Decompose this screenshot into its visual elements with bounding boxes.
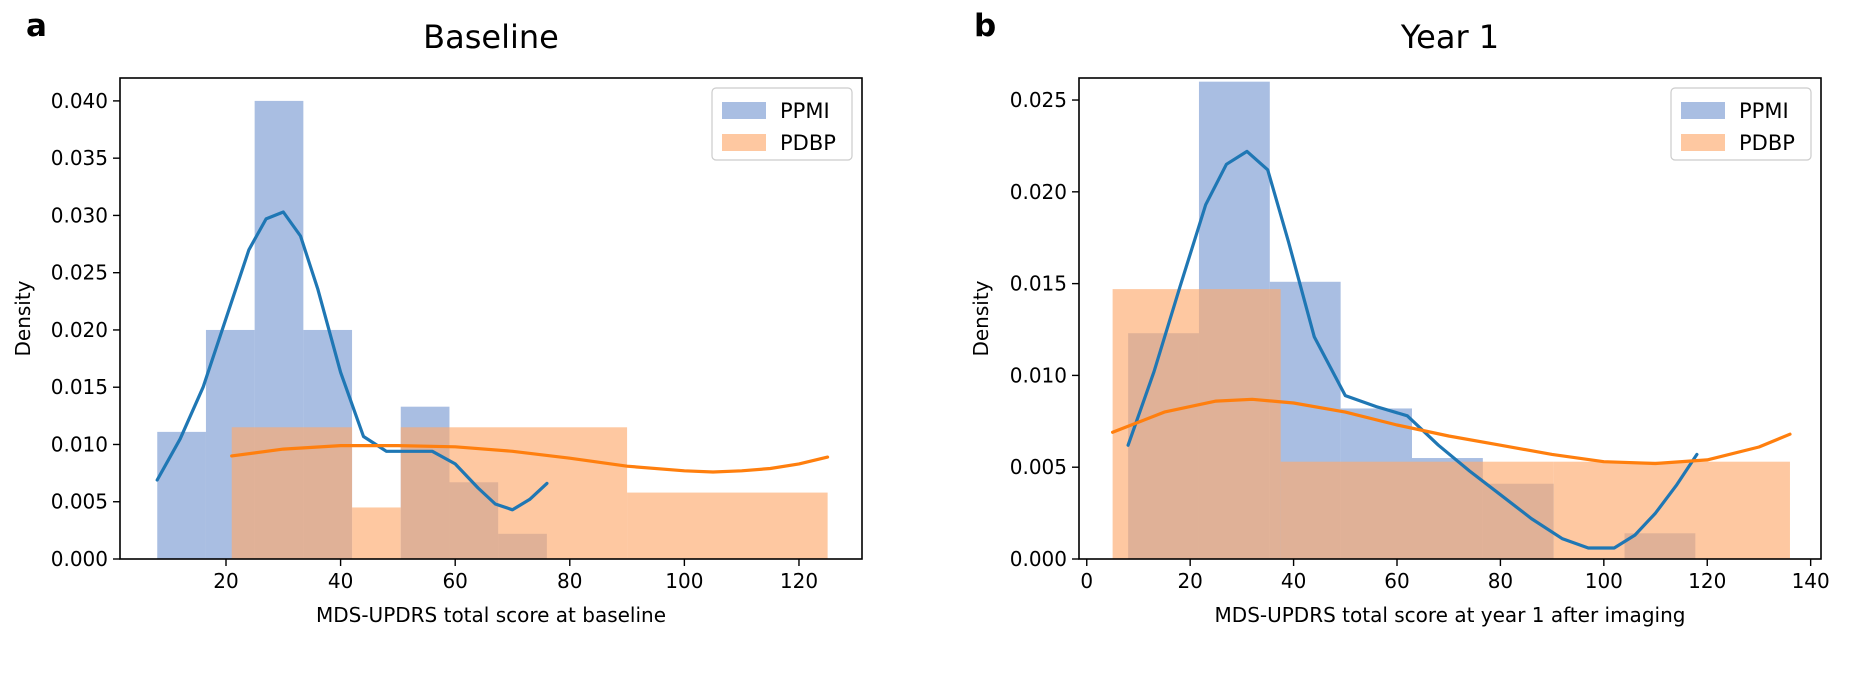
legend-swatch-ppmi [722, 102, 766, 119]
plot-frame [119, 77, 863, 560]
legend-label-ppmi: PPMI [780, 99, 830, 123]
chart-title: Baseline [423, 18, 559, 56]
x-tick-label: 100 [1585, 569, 1623, 593]
y-tick-label: 0.015 [51, 375, 108, 399]
x-tick-label: 20 [1177, 569, 1202, 593]
x-tick-label: 20 [213, 569, 238, 593]
x-tick-label: 80 [1488, 569, 1513, 593]
y-tick-label: 0.010 [51, 432, 108, 456]
x-tick-label: 100 [665, 569, 703, 593]
panel-letter: b [974, 8, 996, 44]
y-axis-label: Density [969, 280, 993, 356]
panel-b-year1: b Year 1 0 20 40 60 80 100 120 140 0.000 0.005 0.010… [969, 8, 1830, 627]
series-pdbp-bars [231, 427, 828, 559]
x-tick-label: 40 [328, 569, 353, 593]
x-axis-label: MDS-UPDRS total score at baseline [316, 603, 666, 627]
y-tick-label: 0.015 [1010, 272, 1067, 296]
bar-pdbp-1 [1280, 461, 1554, 559]
x-tick-label: 60 [442, 569, 467, 593]
x-axis-label: MDS-UPDRS total score at year 1 after im… [1215, 603, 1686, 627]
kde-line-pdbp [230, 444, 830, 474]
chart-title: Year 1 [1400, 18, 1499, 56]
y-tick-label: 0.030 [51, 203, 108, 227]
bar-pdbp-1 [352, 507, 401, 559]
y-tick-label: 0.035 [51, 146, 108, 170]
legend-label-ppmi: PPMI [1739, 99, 1789, 123]
series-pdbp-bars [1112, 289, 1790, 559]
x-tick-label: 60 [1384, 569, 1409, 593]
y-tick-label: 0.040 [51, 89, 108, 113]
y-tick-label: 0.005 [51, 490, 108, 514]
y-tick-label: 0.000 [1010, 547, 1067, 571]
y-tick-label: 0.025 [1010, 88, 1067, 112]
x-tick-label: 120 [1688, 569, 1726, 593]
y-tick-label: 0.005 [1010, 455, 1067, 479]
kde-line-ppmi [1126, 149, 1699, 550]
kde-line-ppmi [155, 210, 549, 512]
legend: PPMI PDBP [1670, 87, 1812, 161]
bar-pdbp-0 [1112, 289, 1281, 559]
legend: PPMI PDBP [711, 87, 853, 161]
bar-pdbp-3 [627, 492, 828, 559]
bar-pdbp-2 [1553, 461, 1790, 559]
x-tick-label: 40 [1281, 569, 1306, 593]
y-tick-label: 0.000 [51, 547, 108, 571]
legend-label-pdbp: PDBP [780, 131, 836, 155]
plot-frame [1078, 77, 1822, 560]
legend-swatch-pdbp [1681, 134, 1725, 151]
y-tick-label: 0.010 [1010, 363, 1067, 387]
x-tick-label: 80 [557, 569, 582, 593]
y-tick-label: 0.020 [51, 318, 108, 342]
x-tick-label: 140 [1792, 569, 1830, 593]
legend-swatch-pdbp [722, 134, 766, 151]
x-tick-label: 120 [780, 569, 818, 593]
y-tick-label: 0.025 [51, 261, 108, 285]
bar-pdbp-2 [400, 427, 628, 559]
legend-label-pdbp: PDBP [1739, 131, 1795, 155]
panel-a-baseline: a Baseline 20 40 60 80 100 120 0.000 0.005 0.010 0.… [11, 8, 863, 627]
y-tick-label: 0.020 [1010, 180, 1067, 204]
legend-swatch-ppmi [1681, 102, 1725, 119]
y-axis-label: Density [11, 280, 35, 356]
bar-ppmi-0 [157, 431, 206, 559]
x-tick-label: 0 [1080, 569, 1093, 593]
kde-line-pdbp [1111, 397, 1792, 466]
panel-letter: a [26, 8, 47, 44]
